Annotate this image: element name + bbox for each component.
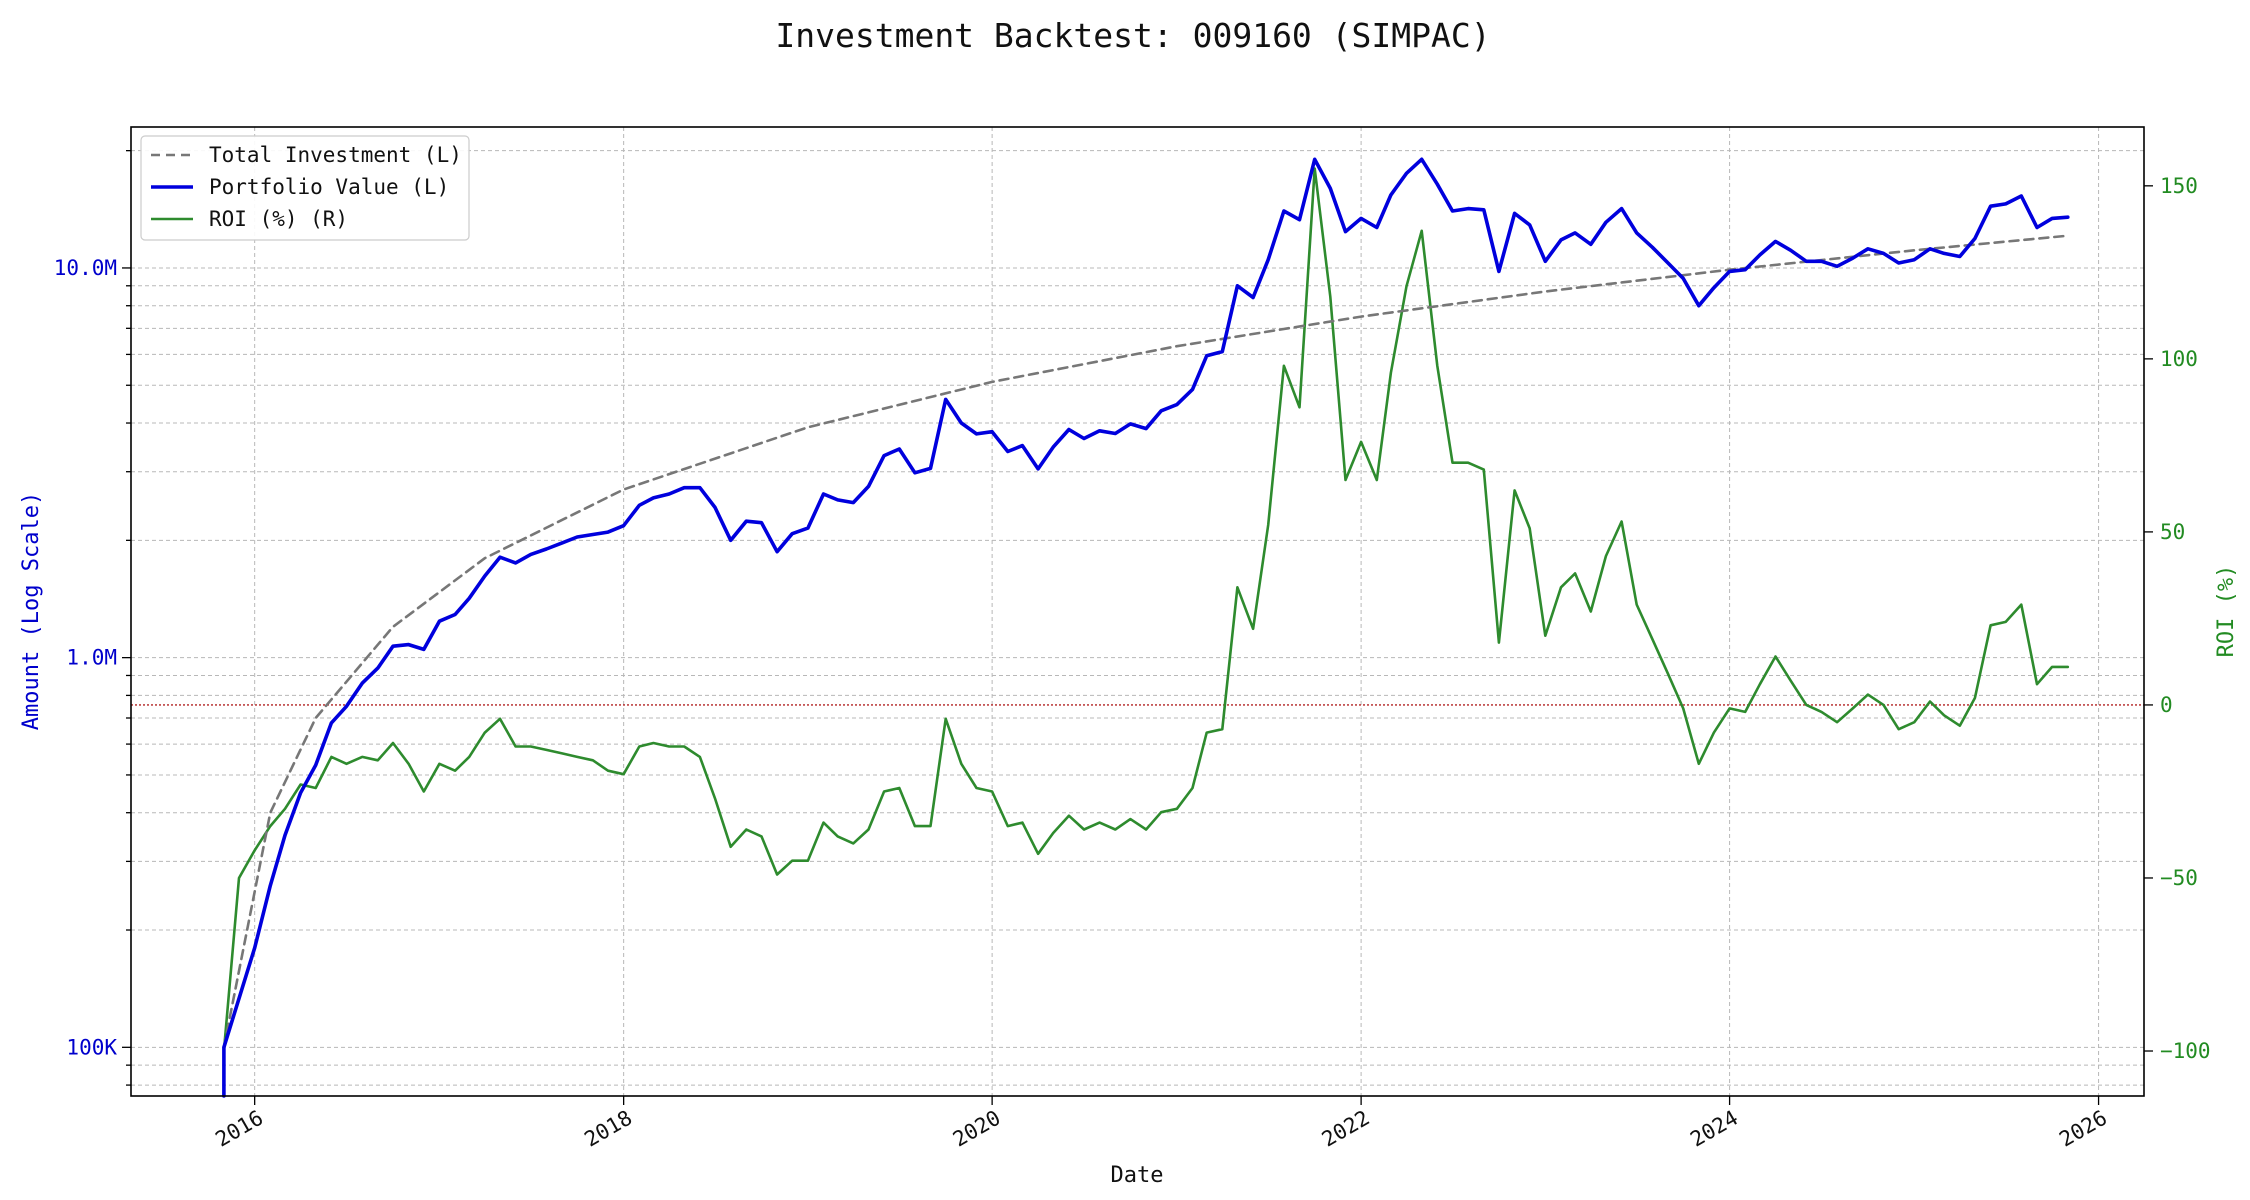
y-right-tick-label: −50 (2160, 866, 2198, 890)
x-tick-label: 2018 (580, 1106, 636, 1152)
y-right-tick-label: −100 (2160, 1039, 2211, 1063)
series-layer (131, 157, 2144, 1098)
legend-box (140, 135, 470, 241)
legend-label-total-investment: Total Investment (L) (209, 143, 462, 167)
axes-layer: 2016 2018 2020 2022 2024 2026 100K 1.0M 10.0M −10… (54, 150, 2211, 1152)
y-right-tick-label: 100 (2160, 347, 2198, 371)
plot-frame (130, 126, 2145, 1097)
grid-layer (131, 127, 2144, 1096)
y-axis-right-label: ROI (%) (2214, 565, 2239, 658)
portfolio-value-line (222, 157, 2070, 1098)
y-left-tick-label: 100K (66, 1035, 117, 1059)
x-tick-label: 2016 (211, 1106, 267, 1152)
y-right-tick-label: 50 (2160, 520, 2185, 544)
x-tick-label: 2020 (949, 1106, 1005, 1152)
roi-line (222, 167, 2070, 1053)
x-tick-label: 2026 (2055, 1106, 2111, 1152)
y-left-tick-label: 1.0M (66, 646, 117, 670)
x-axis-label: Date (1111, 1163, 1164, 1188)
y-left-tick-label: 10.0M (54, 256, 117, 280)
legend-label-roi: ROI (%) (R) (209, 207, 348, 231)
legend: Total Investment (L) Portfolio Value (L)… (140, 135, 470, 241)
y-axis-left-label: Amount (Log Scale) (19, 492, 44, 730)
x-tick-label: 2024 (1686, 1106, 1742, 1152)
y-right-tick-label: 150 (2160, 174, 2198, 198)
total-investment-line (222, 234, 2070, 1049)
y-right-tick-label: 0 (2160, 693, 2173, 717)
x-tick-label: 2022 (1318, 1106, 1374, 1152)
legend-label-portfolio-value: Portfolio Value (L) (209, 175, 449, 199)
chart-title: Investment Backtest: 009160 (SIMPAC) (775, 16, 1490, 55)
